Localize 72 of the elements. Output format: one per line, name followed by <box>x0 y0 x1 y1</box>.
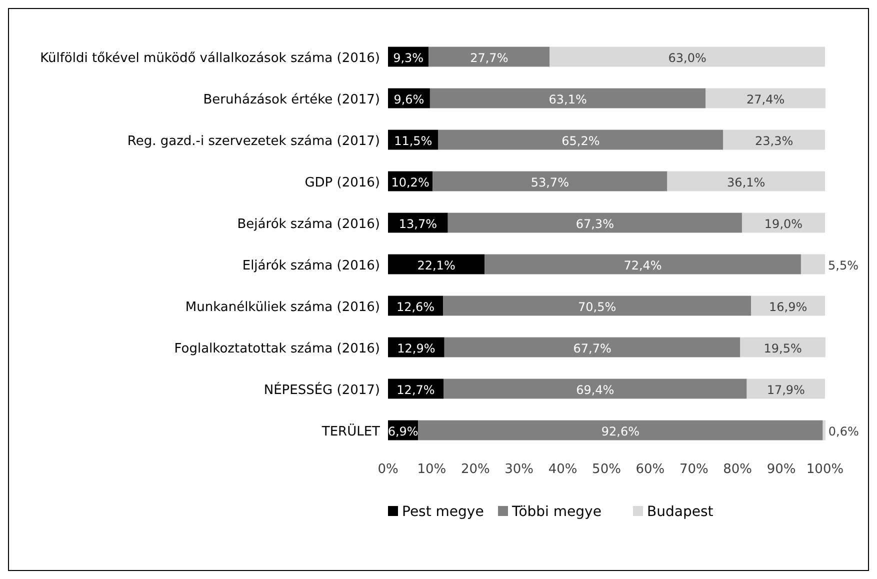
data-label: 12,6% <box>396 300 435 314</box>
y-tick-label: Beruházások értéke (2017) <box>203 92 380 108</box>
y-tick-label: NÉPESSÉG (2017) <box>264 380 380 398</box>
y-tick-label: Reg. gazd.-i szervezetek száma (2017) <box>127 134 380 149</box>
data-label: 11,5% <box>394 134 432 148</box>
data-label: 19,0% <box>764 216 803 231</box>
x-tick-label: 50% <box>592 462 621 477</box>
x-tick-label: 10% <box>417 462 446 477</box>
bar <box>550 46 825 67</box>
data-label: 72,4% <box>624 258 662 272</box>
y-tick-label: Bejárók száma (2016) <box>237 216 380 232</box>
legend-label: Többi megye <box>511 504 602 520</box>
data-label: 63,0% <box>668 50 706 65</box>
bar <box>418 420 823 440</box>
x-tick-label: 0% <box>378 462 398 477</box>
data-label: 13,7% <box>398 216 437 231</box>
data-label: 23,3% <box>755 134 794 148</box>
bar <box>432 171 668 192</box>
y-tick-label: Eljárók száma (2016) <box>242 258 380 274</box>
legend-label: Budapest <box>647 504 714 520</box>
data-label: 27,4% <box>746 92 785 106</box>
bar <box>444 337 740 358</box>
bar <box>723 130 825 150</box>
data-label: 22,1% <box>417 258 456 272</box>
x-tick-label: 100% <box>806 462 844 477</box>
data-label: 19,5% <box>764 341 802 356</box>
data-label: 70,5% <box>578 300 616 314</box>
y-tick-label: TERÜLET <box>320 423 380 440</box>
data-label: 65,2% <box>562 134 600 148</box>
x-tick-label: 30% <box>504 462 534 477</box>
data-label: 16,9% <box>769 300 808 314</box>
bar <box>443 296 752 316</box>
y-tick-label: Külföldi tőkével müködő vállalkozások száma (2016) <box>40 50 380 66</box>
data-label: 9,6% <box>394 92 424 106</box>
data-label: 9,3% <box>393 50 424 65</box>
x-tick-label: 60% <box>636 462 665 477</box>
bar <box>800 254 825 274</box>
data-label: 12,7% <box>396 382 435 397</box>
data-label: 67,7% <box>573 341 612 356</box>
data-label: 17,9% <box>766 382 805 397</box>
bar <box>444 378 747 399</box>
x-tick-label: 40% <box>548 462 578 477</box>
x-tick-label: 90% <box>766 462 796 477</box>
bar <box>484 254 801 274</box>
x-tick-label: 20% <box>460 462 490 477</box>
x-tick-label: 70% <box>679 462 708 477</box>
bar <box>740 337 826 358</box>
data-label: 0,6% <box>828 424 859 438</box>
data-label: 5,5% <box>828 258 858 272</box>
data-label: 10,2% <box>391 175 430 190</box>
data-label: 6,9% <box>388 424 418 438</box>
data-label: 53,7% <box>530 175 569 190</box>
bar <box>438 130 724 150</box>
y-tick-label: Foglalkoztatottak száma (2016) <box>174 341 380 356</box>
bar <box>428 46 550 67</box>
bar <box>667 171 825 192</box>
x-tick-label: 80% <box>723 462 752 477</box>
data-label: 36,1% <box>727 175 766 190</box>
y-tick-label: GDP (2016) <box>304 175 380 190</box>
data-label: 27,7% <box>470 50 508 65</box>
y-tick-label: Munkanélküliek száma (2016) <box>185 300 380 315</box>
data-label: 63,1% <box>548 92 587 106</box>
legend-label: Pest megye <box>402 504 484 520</box>
bar <box>430 88 706 108</box>
bar <box>822 420 826 440</box>
data-label: 67,3% <box>576 216 614 231</box>
data-label: 12,9% <box>397 341 436 356</box>
bar <box>388 254 485 274</box>
bar <box>706 88 826 108</box>
data-label: 92,6% <box>601 424 640 438</box>
data-label: 69,4% <box>576 382 614 397</box>
bar <box>448 212 742 233</box>
